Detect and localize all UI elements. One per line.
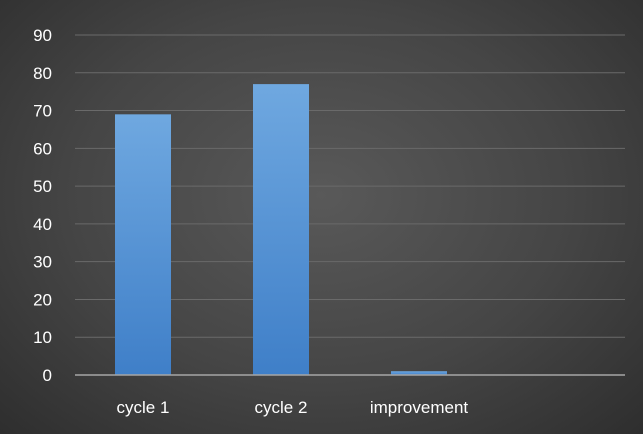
y-tick-label: 90 [33, 26, 52, 45]
bars [115, 84, 447, 375]
y-tick-label: 60 [33, 139, 52, 158]
y-axis-tick-labels: 0 10 20 30 40 50 60 70 80 90 [33, 26, 52, 385]
x-category-label: cycle 2 [255, 398, 308, 417]
x-axis-category-labels: cycle 1 cycle 2 improvement [117, 398, 469, 417]
y-tick-label: 20 [33, 290, 52, 309]
y-tick-label: 30 [33, 253, 52, 272]
x-category-label: cycle 1 [117, 398, 170, 417]
y-tick-label: 80 [33, 64, 52, 83]
bar-improvement [391, 371, 447, 375]
bar-cycle-2 [253, 84, 309, 375]
y-tick-label: 0 [43, 366, 52, 385]
x-category-label: improvement [370, 398, 469, 417]
y-tick-label: 70 [33, 102, 52, 121]
bar-cycle-1 [115, 114, 171, 375]
y-tick-label: 50 [33, 177, 52, 196]
y-tick-label: 40 [33, 215, 52, 234]
y-tick-label: 10 [33, 328, 52, 347]
